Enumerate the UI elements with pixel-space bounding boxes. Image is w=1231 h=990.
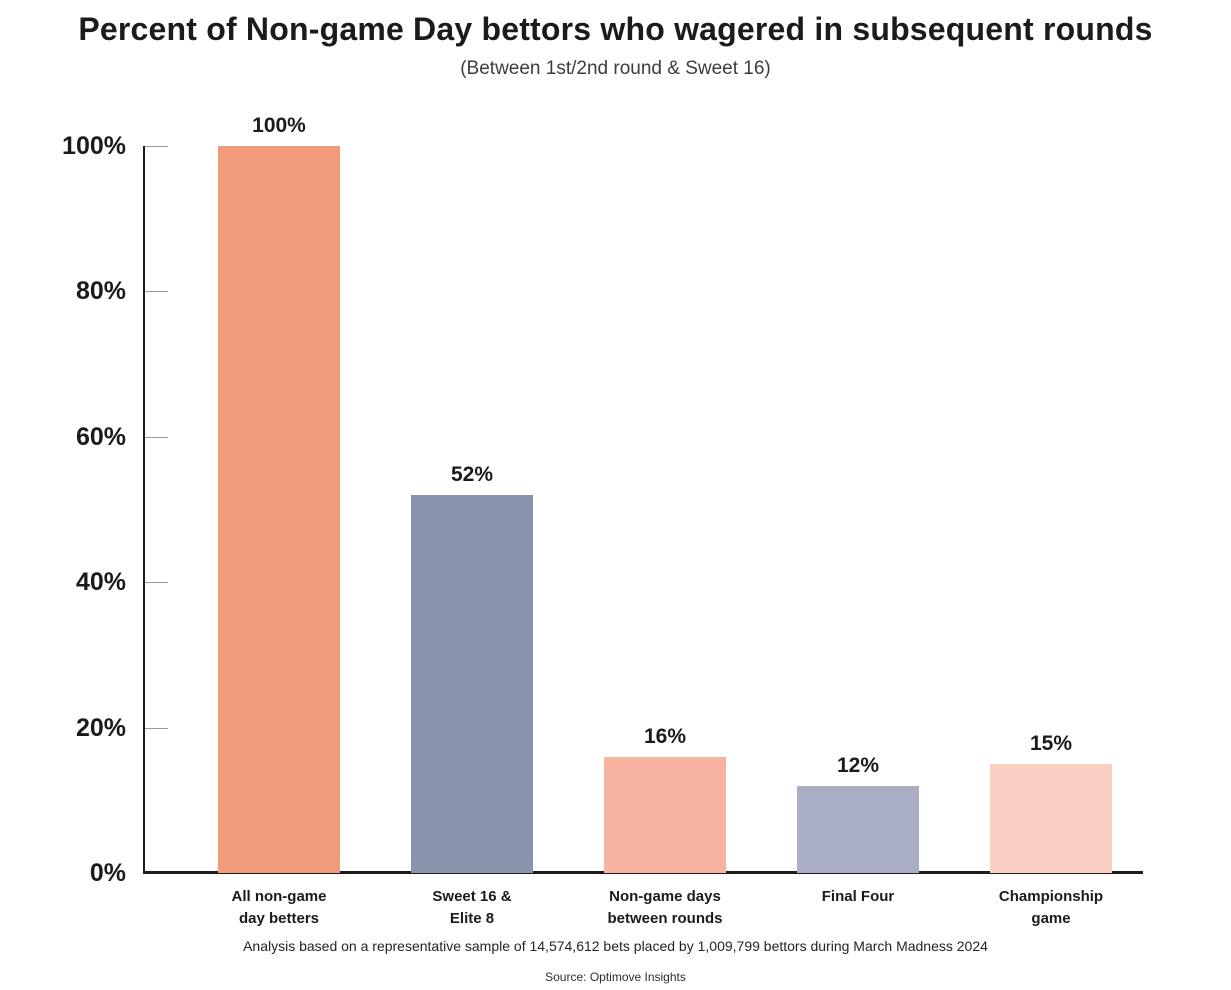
y-tick-60% (145, 437, 168, 438)
chart-subtitle: (Between 1st/2nd round & Sweet 16) (460, 58, 771, 79)
y-label-100%: 100% (62, 132, 126, 160)
bar-value-0: 100% (252, 114, 306, 137)
bar-value-3: 12% (836, 754, 880, 777)
x-label-4: Championship game (998, 888, 1104, 927)
bar-2 (604, 757, 726, 873)
y-label-40%: 40% (75, 568, 126, 596)
plot-area: 100% 52% 16% 12% 15% (144, 114, 1142, 873)
x-label-0: All non-game day betters (231, 888, 327, 927)
source-note: Source: Optimove Insights (545, 970, 686, 984)
bar-value-2: 16% (643, 725, 687, 748)
analysis-note: Analysis based on a representative sampl… (243, 938, 988, 954)
x-label-3: Final Four (821, 888, 895, 905)
y-label-20%: 20% (75, 714, 126, 742)
bar-3 (797, 786, 919, 873)
chart-title: Percent of Non-game Day bettors who wage… (78, 11, 1153, 47)
x-label-1: Sweet 16 & Elite 8 (432, 888, 512, 927)
y-label-80%: 80% (75, 277, 126, 305)
y-axis-line (143, 146, 145, 873)
y-label-60%: 60% (75, 423, 126, 451)
bar-0 (218, 146, 340, 873)
bar-value-1: 52% (450, 463, 494, 486)
x-axis-labels: All non-game day betters Sweet 16 & Elite… (144, 886, 1142, 936)
y-tick-100% (145, 146, 168, 147)
y-label-0%: 0% (89, 859, 126, 887)
bar-1 (411, 495, 533, 873)
x-label-2: Non-game days between rounds (607, 888, 723, 927)
y-tick-40% (145, 582, 168, 583)
y-tick-80% (145, 291, 168, 292)
bar-value-4: 15% (1029, 732, 1073, 755)
bar-4 (990, 764, 1112, 873)
y-tick-20% (145, 728, 168, 729)
